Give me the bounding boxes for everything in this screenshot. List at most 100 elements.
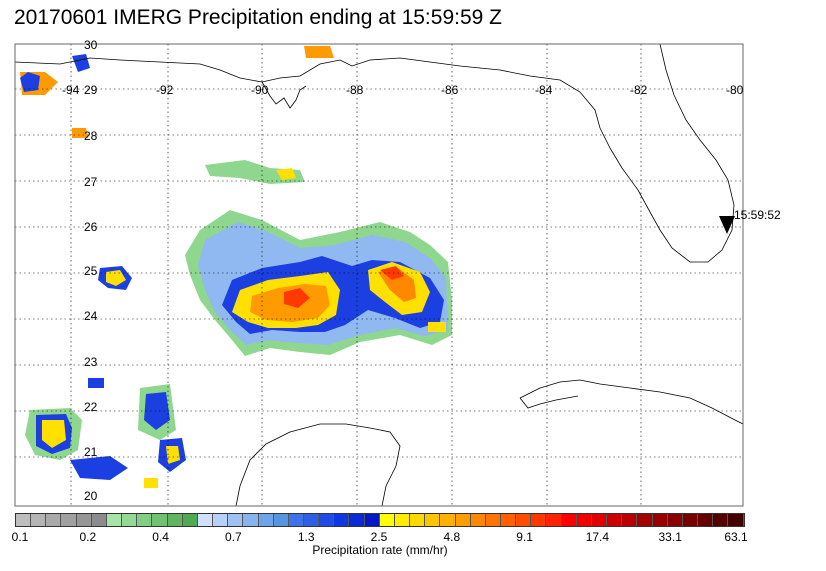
precip-cell-22 [88,378,104,388]
precip-cell-coast [72,54,90,72]
lat-label: 26 [84,220,98,234]
colorbar-segment [410,514,426,526]
colorbar-segment [652,514,668,526]
precip-cell-red [284,288,310,308]
colorbar-segment [182,514,198,526]
colorbar-tick-label: 17.4 [585,530,610,544]
precip-cell-tl-blue [20,72,40,92]
latitude-labels: 30 29 28 27 26 25 24 23 22 21 20 [84,38,98,503]
colorbar-segment [197,514,214,526]
precip-cell-red-east [380,266,404,280]
longitude-labels: -94 -92 -90 -88 -86 -84 -82 -80 [62,83,744,97]
precip-cell-north [205,160,305,184]
colorbar [15,513,745,527]
lon-label: -84 [535,83,553,97]
precip-cell-sw-4 [70,456,128,480]
precip-cell-sw-1-yellow [42,420,66,448]
colorbar-tick-label: 1.3 [297,530,315,544]
lon-label: -90 [251,83,269,97]
colorbar-tick-label: 33.1 [658,530,682,544]
colorbar-segment [531,514,547,526]
colorbar-segment [470,514,486,526]
gulf-north-coast [15,44,735,263]
mississippi-delta [261,81,307,109]
colorbar-segment [46,514,62,526]
colorbar-segment [288,514,304,526]
colorbar-segment [667,514,683,526]
coastlines [15,44,743,506]
colorbar-segment [394,514,411,526]
colorbar-segment [106,514,123,526]
colorbar-tick-label: 63.1 [724,530,748,544]
down-triangle-icon [719,216,735,234]
cuba [519,379,743,425]
colorbar-segment [516,514,532,526]
lon-label: -86 [441,83,459,97]
colorbar-segment [167,514,183,526]
colorbar-segment [546,514,562,526]
precip-cell-orange-east [378,268,416,302]
colorbar-segment [16,514,32,526]
colorbar-tick-label: 0.4 [152,530,169,544]
colorbar-segment [122,514,138,526]
colorbar-segment [364,514,380,526]
colorbar-tick-label: 4.8 [443,530,461,544]
lat-label: 25 [84,264,98,278]
overpass-marker[interactable]: 15:59:52 [719,208,781,234]
colorbar-segment [713,514,729,526]
colorbar-segment [319,514,335,526]
yucatan [235,423,401,506]
graticule [15,44,743,506]
colorbar-segment [637,514,653,526]
colorbar-segment [561,514,577,526]
colorbar-segment [485,514,501,526]
colorbar-segment [228,514,244,526]
colorbar-segment [455,514,471,526]
lon-label: -80 [726,83,744,97]
lon-label: -92 [156,83,174,97]
colorbar-segment [349,514,365,526]
colorbar-tick-label: 9.1 [516,530,533,544]
map-title: 20170601 IMERG Precipitation ending at 1… [14,6,502,29]
precip-cell-top [304,46,334,58]
colorbar-segment [607,514,623,526]
colorbar-segment [334,514,350,526]
lat-label: 24 [84,309,98,323]
overpass-time-label: 15:59:52 [734,208,781,222]
colorbar-segment [243,514,259,526]
precip-cell-nw-yellow [106,270,126,286]
colorbar-title: Precipitation rate (mm/hr) [312,543,448,557]
lat-label: 21 [84,445,98,459]
colorbar-segment [425,514,441,526]
colorbar-segment [682,514,699,526]
colorbar-segment [379,514,395,526]
colorbar-segment [61,514,77,526]
precip-cell-28 [72,128,88,138]
precip-cell-north-yellow [276,168,296,180]
colorbar-tick-label: 0.1 [11,530,29,544]
colorbar-segment [576,514,592,526]
lat-label: 29 [84,83,98,97]
colorbar-segment [91,514,107,526]
colorbar-segment [303,514,320,526]
lat-label: 20 [84,489,98,503]
lat-label: 23 [84,355,98,369]
colorbar-segment [258,514,274,526]
colorbar-segment [728,514,744,526]
lat-label: 30 [84,38,98,52]
colorbar-tick-label: 0.2 [79,530,97,544]
colorbar-segment [440,514,456,526]
precip-cell-tiny [144,478,158,488]
colorbar-segment [273,514,289,526]
lat-label: 22 [84,400,98,414]
lat-label: 28 [84,129,98,143]
colorbar-segment [137,514,153,526]
colorbar-tick-label: 0.7 [225,530,242,544]
precip-cell-scatter [428,322,446,332]
precipitation-map[interactable]: -94 -92 -90 -88 -86 -84 -82 -80 30 29 28… [0,0,826,510]
colorbar-segment [698,514,714,526]
precip-cell-sw-3-yellow [166,446,180,464]
colorbar-segment [591,514,608,526]
colorbar-segment [152,514,168,526]
colorbar-segment [622,514,638,526]
